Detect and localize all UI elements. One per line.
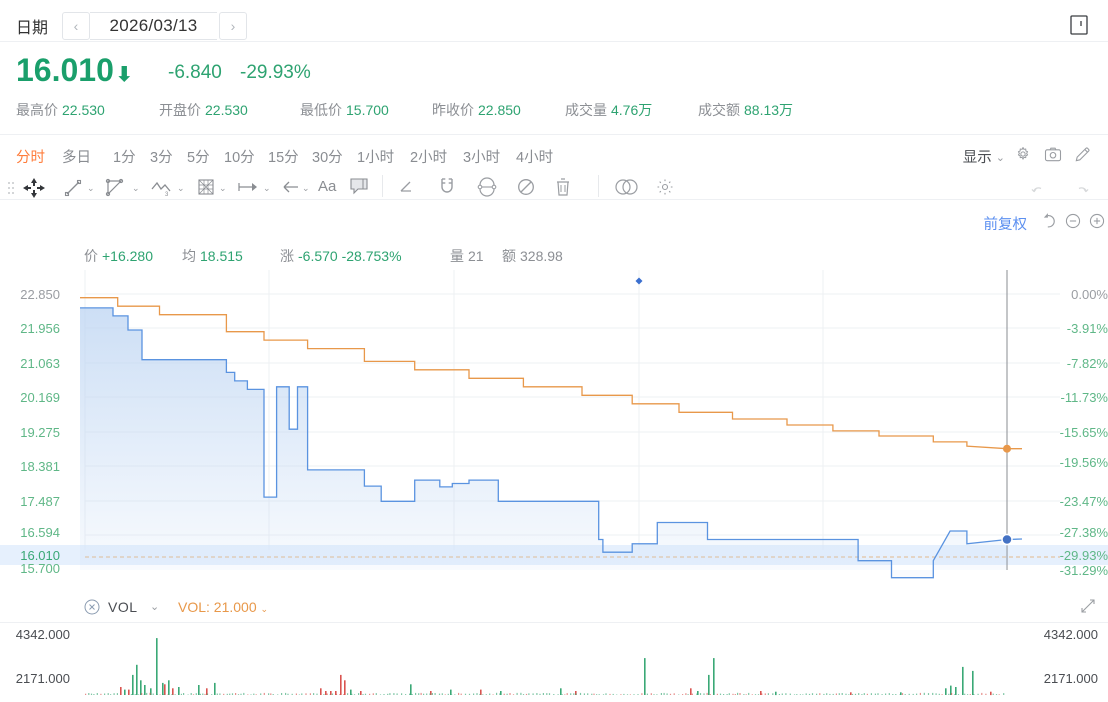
svg-text:3: 3 — [165, 192, 169, 197]
